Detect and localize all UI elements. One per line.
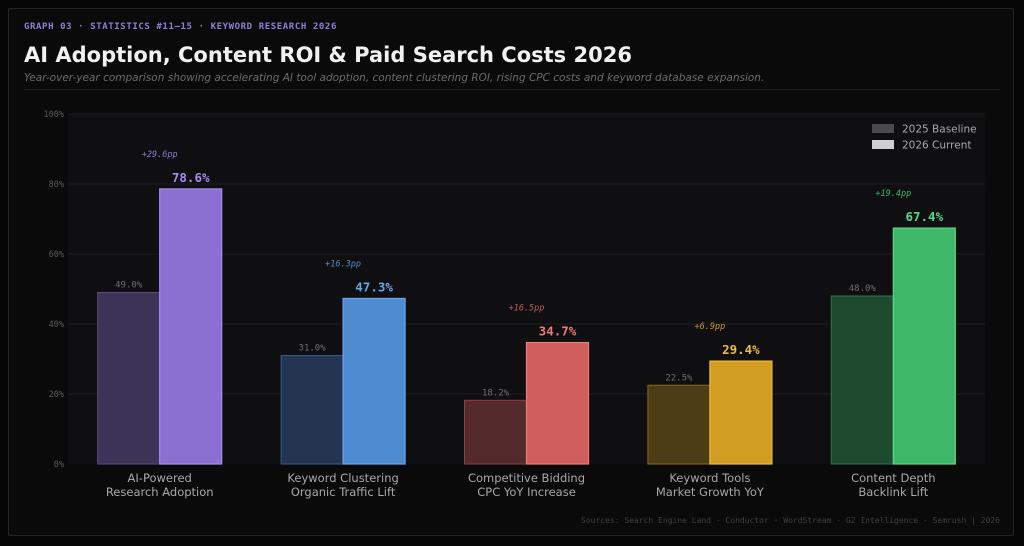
bar-baseline [97, 292, 161, 465]
bar-baseline-label: 18.2% [482, 388, 510, 398]
x-category-label: Competitive Bidding [468, 471, 585, 485]
legend-label-current: 2026 Current [902, 140, 972, 152]
bar-current-label: 34.7% [539, 324, 577, 339]
bar-baseline [830, 295, 894, 465]
delta-label: +29.6pp [142, 150, 178, 160]
bar-baseline [647, 384, 711, 465]
sources-footer: Sources: Search Engine Land · Conductor … [580, 516, 1000, 525]
x-category-label: CPC YoY Increase [477, 485, 576, 499]
header-divider [24, 89, 1000, 90]
bar-baseline-label: 48.0% [849, 284, 877, 294]
y-tick-label: 40% [49, 320, 64, 330]
x-category-label: Keyword Clustering [287, 471, 398, 485]
chart-eyebrow: GRAPH 03 · STATISTICS #11–15 · KEYWORD R… [24, 22, 337, 32]
bar-current [159, 188, 223, 465]
chart-subtitle: Year-over-year comparison showing accele… [24, 72, 765, 84]
legend-label-baseline: 2025 Baseline [902, 124, 977, 136]
bar-current-label: 78.6% [172, 170, 210, 185]
bar-current [342, 297, 406, 465]
x-category-label: Market Growth YoY [656, 485, 765, 499]
x-category-label: AI-Powered [128, 471, 192, 485]
delta-label: +19.4pp [875, 189, 911, 199]
x-category-label: Backlink Lift [858, 485, 928, 499]
delta-label: +16.5pp [509, 304, 545, 314]
bar-baseline-label: 49.0% [115, 281, 143, 291]
legend-swatch-baseline [872, 124, 894, 133]
bar-current [525, 341, 590, 465]
legend-swatch-current [872, 140, 894, 149]
bar-current [892, 227, 956, 465]
x-category-label: Keyword Tools [669, 471, 750, 485]
x-category-label: Content Depth [851, 471, 935, 485]
delta-label: +16.3pp [325, 259, 361, 269]
bar-baseline-label: 31.0% [299, 344, 327, 354]
bar-baseline [280, 355, 344, 465]
y-tick-label: 60% [49, 250, 64, 260]
delta-label: +6.9pp [695, 322, 726, 332]
y-tick-label: 100% [44, 110, 64, 120]
bar-current-label: 47.3% [355, 279, 393, 294]
x-category-label: Organic Traffic Lift [291, 485, 396, 499]
y-tick-label: 20% [49, 390, 64, 400]
bar-current-label: 67.4% [905, 209, 943, 224]
chart-title: AI Adoption, Content ROI & Paid Search C… [24, 43, 632, 67]
x-category-label: Research Adoption [106, 485, 214, 499]
y-tick-label: 0% [54, 460, 64, 470]
bar-current [709, 360, 773, 465]
bar-baseline [464, 399, 527, 465]
y-tick-label: 80% [49, 180, 64, 190]
bar-current-label: 29.4% [722, 342, 760, 357]
bar-baseline-label: 22.5% [665, 373, 693, 383]
